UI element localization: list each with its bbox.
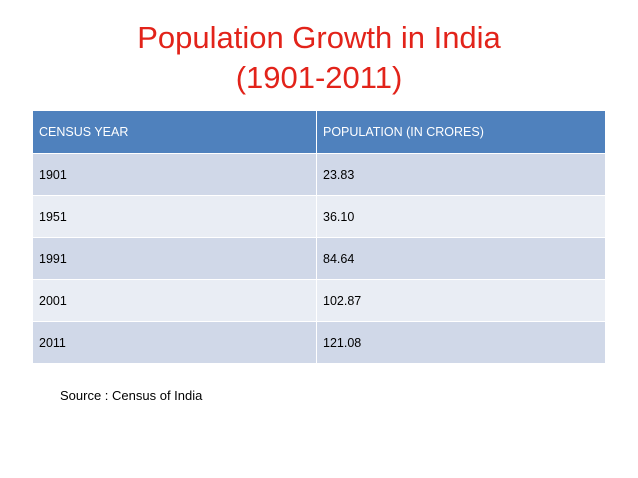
table-row: 2001 102.87 (32, 279, 606, 322)
cell-population: 84.64 (316, 237, 606, 280)
population-table: CENSUS YEAR POPULATION (IN CRORES) 1901 … (32, 110, 606, 364)
header-population: POPULATION (IN CRORES) (316, 110, 606, 154)
table-row: 2011 121.08 (32, 321, 606, 364)
slide-title-line-2: (1901-2011) (235, 60, 403, 95)
table-row: 1901 23.83 (32, 153, 606, 196)
cell-year: 1951 (32, 195, 317, 238)
cell-year: 2001 (32, 279, 317, 322)
cell-population: 102.87 (316, 279, 606, 322)
table-header-row: CENSUS YEAR POPULATION (IN CRORES) (32, 110, 606, 154)
header-census-year: CENSUS YEAR (32, 110, 317, 154)
cell-year: 2011 (32, 321, 317, 364)
table-row: 1951 36.10 (32, 195, 606, 238)
cell-year: 1991 (32, 237, 317, 280)
table-row: 1991 84.64 (32, 237, 606, 280)
cell-population: 121.08 (316, 321, 606, 364)
source-note: Source : Census of India (60, 388, 203, 403)
slide-title: Population Growth in India (1901-2011) (0, 18, 638, 98)
cell-population: 23.83 (316, 153, 606, 196)
cell-population: 36.10 (316, 195, 606, 238)
cell-year: 1901 (32, 153, 317, 196)
slide-title-line-1: Population Growth in India (137, 20, 501, 55)
